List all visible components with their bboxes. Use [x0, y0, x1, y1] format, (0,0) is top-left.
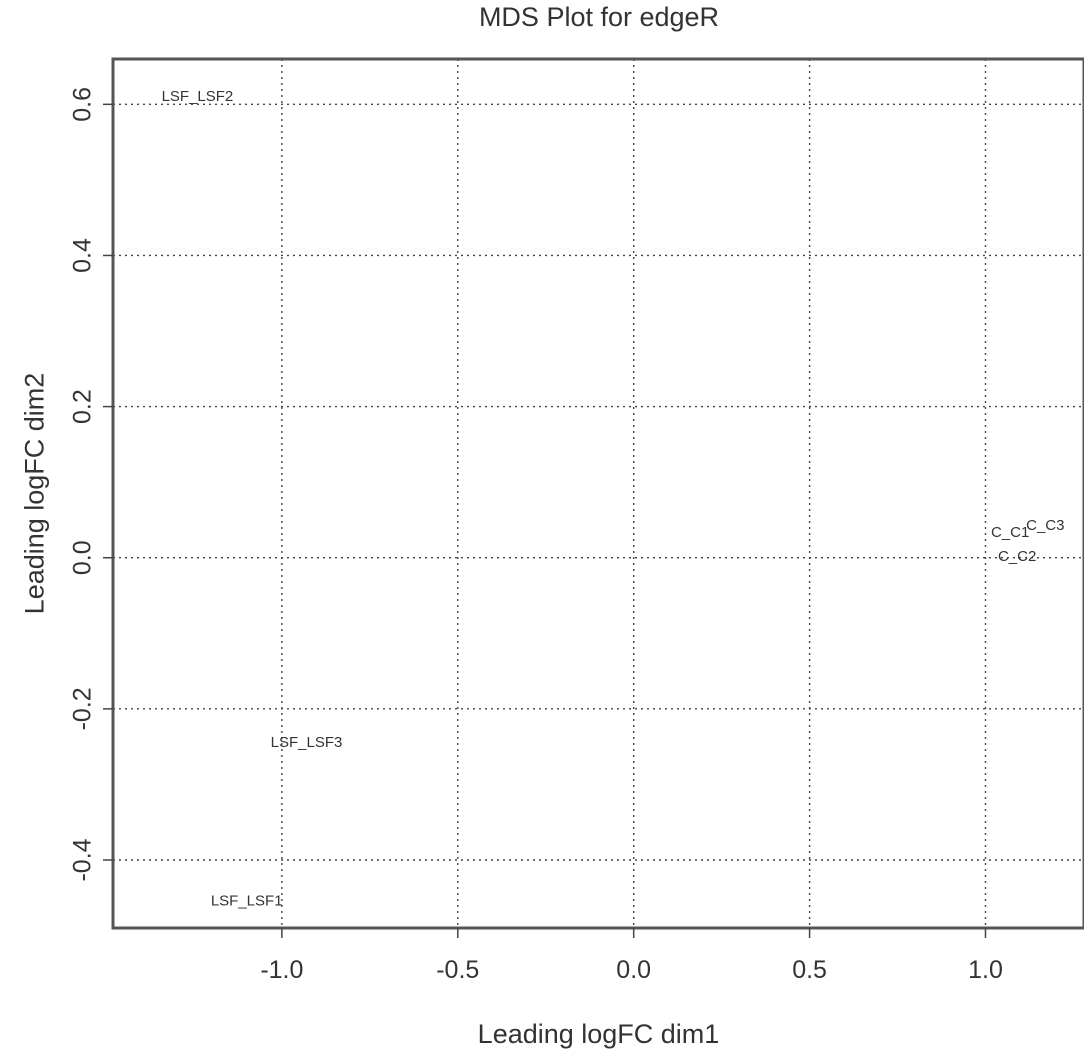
- x-tick-label: -0.5: [436, 956, 479, 984]
- x-tick-label: 1.0: [968, 956, 1003, 984]
- y-tick-label: 0.6: [69, 87, 97, 122]
- y-tick-label: -0.2: [69, 687, 97, 730]
- x-tick-label: 0.5: [792, 956, 827, 984]
- x-tick-label: -1.0: [260, 956, 303, 984]
- tick-layer: -1.0 -0.5 0.0 0.5 1.0 -0.4 -0.2 0.0 0.2 0.4 0.6: [69, 87, 1003, 984]
- chart-title: MDS Plot for edgeR: [479, 2, 719, 32]
- x-axis-label: Leading logFC dim1: [478, 1019, 720, 1049]
- point-label: LSF_LSF3: [271, 734, 343, 751]
- x-tick-label: 0.0: [616, 956, 651, 984]
- point-label: C_C1: [991, 524, 1029, 541]
- point-label: C_C2: [998, 548, 1036, 565]
- y-tick-label: 0.2: [69, 389, 97, 424]
- point-label: LSF_LSF1: [211, 893, 283, 910]
- y-tick-label: 0.0: [69, 540, 97, 575]
- y-tick-label: 0.4: [69, 238, 97, 273]
- y-tick-label: -0.4: [69, 838, 97, 881]
- point-label: LSF_LSF2: [162, 88, 234, 105]
- point-label-layer: LSF_LSF2 LSF_LSF3 LSF_LSF1 C_C1C_C3 C_C2: [162, 88, 1065, 910]
- grid-layer: [113, 59, 1084, 928]
- point-label: C_C3: [1026, 517, 1064, 534]
- y-axis-label: Leading logFC dim2: [19, 373, 49, 615]
- plot-frame: [113, 59, 1084, 928]
